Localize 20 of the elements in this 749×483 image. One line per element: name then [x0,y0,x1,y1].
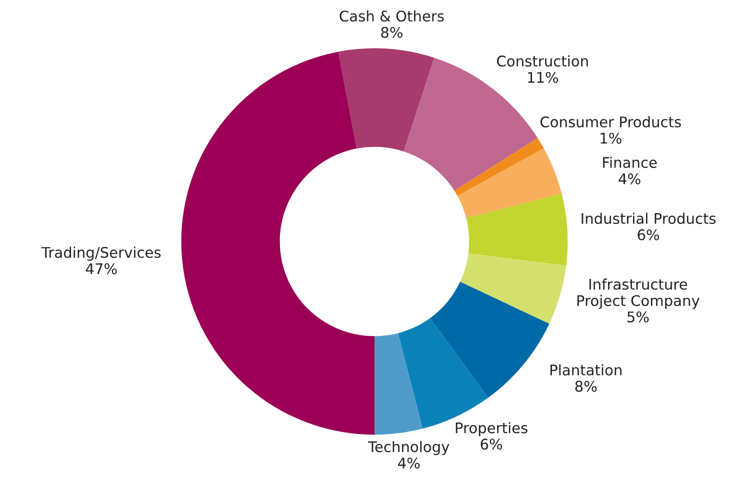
data-label: 5% [628,311,649,322]
data-label: 1% [600,132,622,144]
data-label: 8% [575,380,597,392]
slice-label: Plantation [550,364,622,376]
data-label: 11% [528,72,558,83]
slice-label: Consumer Products [540,116,681,128]
data-label: 8% [381,26,402,38]
data-label: 4% [398,458,420,469]
data-label: 47% [86,263,117,274]
data-label: 4% [618,173,640,184]
slice-label: Technology [368,440,450,456]
slice-label: Construction [497,55,588,67]
data-label: 6% [480,438,502,450]
slice-label: Infrastructure Project Company [577,278,700,309]
slice-label: Finance [603,156,657,168]
slice-label: Trading/Services [41,246,161,261]
slice-label: Industrial Products [582,212,716,224]
slice-label: Cash & Others [340,10,444,22]
data-label: 6% [638,229,660,240]
slice-label: Properties [456,422,528,436]
